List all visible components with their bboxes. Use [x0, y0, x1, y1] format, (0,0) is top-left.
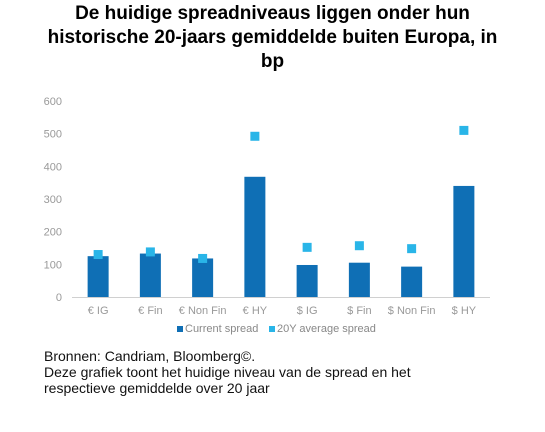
y-tick-label: 100 — [44, 259, 62, 271]
average-spread-marker — [250, 131, 260, 141]
y-axis-ticks: 0 100 200 300 400 500 600 — [44, 96, 62, 304]
x-tick-label: € Fin — [138, 305, 162, 317]
legend-label: Current spread — [185, 323, 258, 335]
y-tick-label: 500 — [44, 129, 62, 141]
legend: Current spread 20Y average spread — [177, 323, 376, 335]
y-tick-label: 300 — [44, 194, 62, 206]
current-spread-bar — [401, 266, 423, 297]
current-spread-bar — [296, 264, 318, 297]
average-spread-marker — [459, 125, 469, 135]
x-tick-label: $ IG — [297, 305, 318, 317]
current-spread-bar — [192, 258, 214, 297]
title-line-3: bp — [260, 51, 285, 72]
current-spread-bar — [87, 256, 109, 297]
y-tick-label: 600 — [44, 96, 62, 108]
average-spread-marker — [354, 241, 364, 251]
current-spread-bar — [453, 185, 475, 297]
current-spread-bar — [139, 253, 161, 297]
average-spread-marker — [302, 242, 312, 252]
title-line-2: historische 20-jaars gemiddelde buiten E… — [47, 27, 498, 48]
x-tick-label: € IG — [88, 305, 109, 317]
average-spread-markers — [93, 125, 469, 263]
caption-line-1: Deze grafiek toont het huidige niveau va… — [44, 364, 411, 380]
average-spread-marker — [407, 244, 417, 254]
x-tick-label: $ Fin — [347, 305, 371, 317]
average-spread-marker — [93, 250, 103, 260]
current-spread-bar — [244, 176, 266, 297]
x-tick-label: $ Non Fin — [388, 305, 436, 317]
y-tick-label: 0 — [56, 292, 62, 304]
average-spread-marker — [145, 247, 155, 257]
source-block: Bronnen: Candriam, Bloomberg©. Deze graf… — [44, 348, 534, 396]
x-tick-label: € HY — [243, 305, 268, 317]
y-tick-label: 400 — [44, 161, 62, 173]
legend-swatch — [269, 326, 275, 332]
source-text: Bronnen: Candriam, Bloomberg©. — [44, 348, 256, 364]
y-tick-label: 200 — [44, 227, 62, 239]
legend-label: 20Y average spread — [277, 323, 376, 335]
x-tick-label: € Non Fin — [179, 305, 227, 317]
x-tick-label: $ HY — [452, 305, 477, 317]
current-spread-bars — [87, 176, 475, 297]
current-spread-bar — [348, 262, 370, 297]
title-line-1: De huidige spreadniveaus liggen onder hu… — [75, 3, 470, 24]
chart-title: De huidige spreadniveaus liggen onder hu… — [0, 2, 545, 74]
average-spread-marker — [198, 253, 208, 263]
caption-line-2: respectieve gemiddelde over 20 jaar — [44, 380, 270, 396]
legend-swatch — [177, 326, 183, 332]
x-axis-labels: € IG € Fin € Non Fin € HY $ IG $ Fin $ Non Fin… — [88, 305, 477, 317]
